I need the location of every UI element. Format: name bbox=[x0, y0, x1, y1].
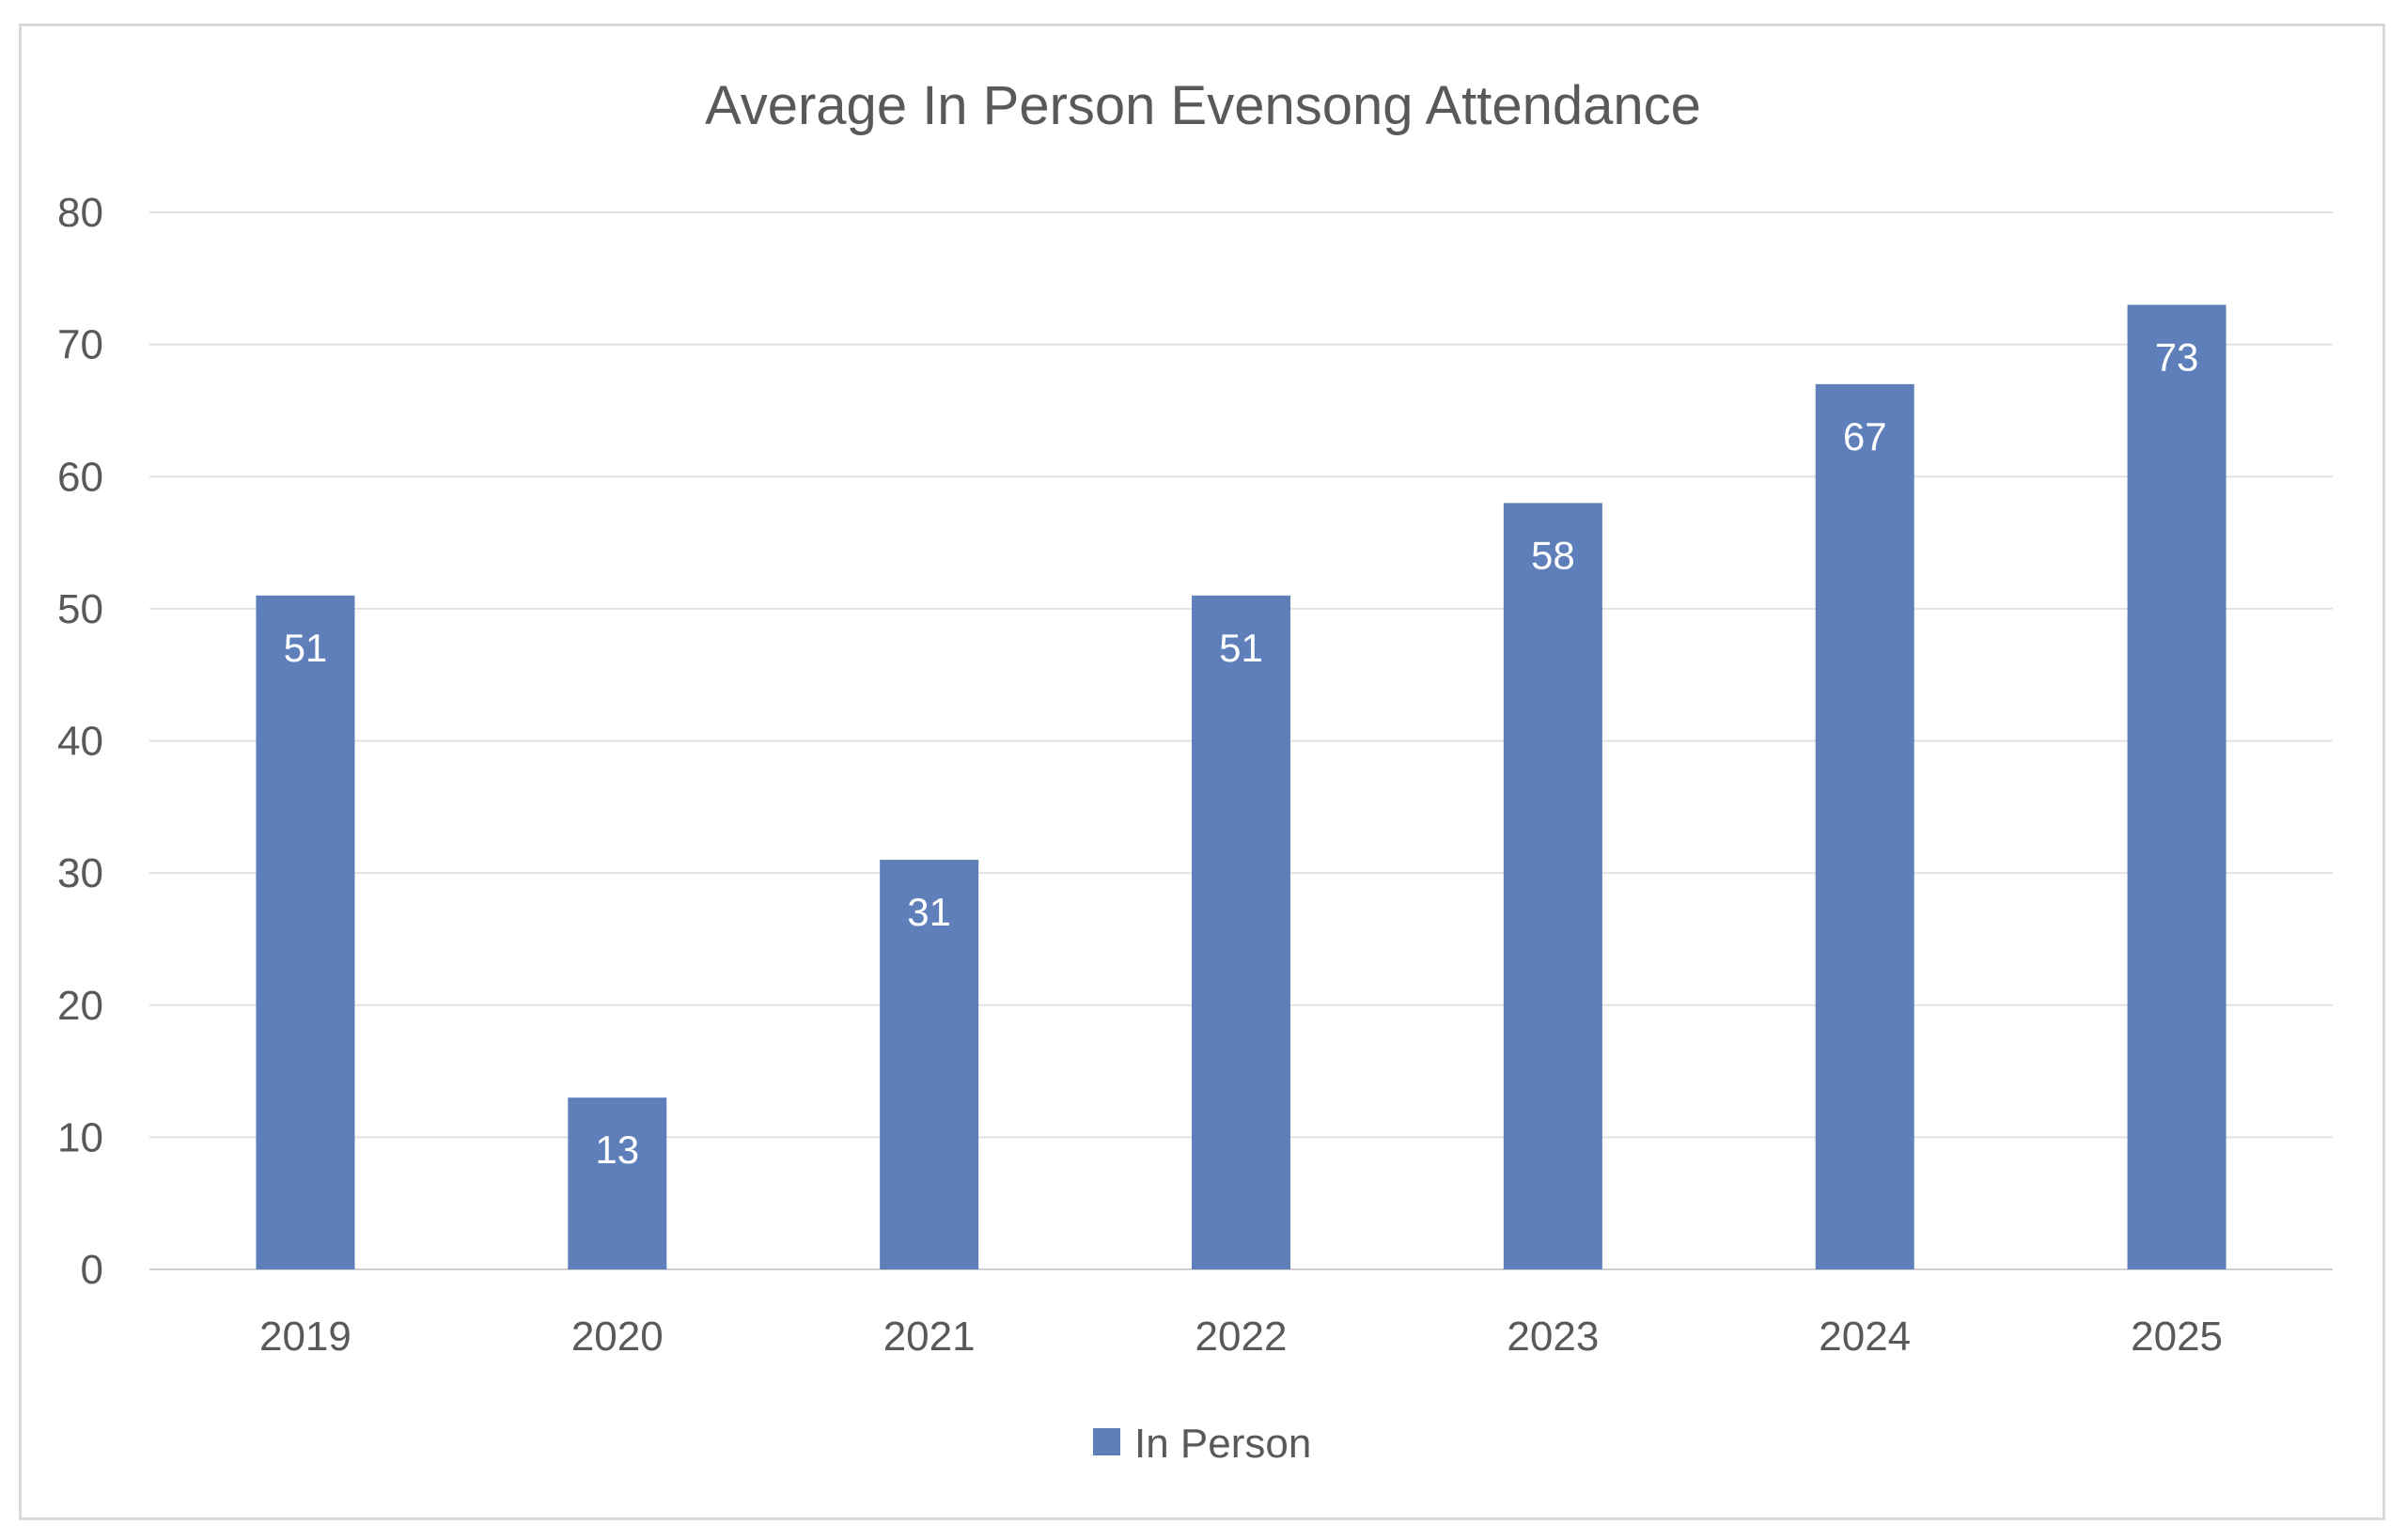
x-tick-label: 2022 bbox=[1195, 1314, 1288, 1360]
bar-2023 bbox=[1503, 503, 1602, 1269]
y-tick-label: 80 bbox=[57, 190, 103, 236]
y-tick-label: 20 bbox=[57, 983, 103, 1029]
chart-frame bbox=[19, 23, 2385, 1520]
data-label: 58 bbox=[1531, 533, 1575, 577]
x-tick-label: 2024 bbox=[1819, 1314, 1911, 1360]
y-tick-label: 40 bbox=[57, 719, 103, 765]
x-tick-label: 2021 bbox=[883, 1314, 976, 1360]
y-tick-label: 50 bbox=[57, 586, 103, 632]
legend-swatch bbox=[1093, 1428, 1120, 1455]
y-tick-label: 10 bbox=[57, 1114, 103, 1160]
bar-2025 bbox=[2127, 304, 2226, 1269]
bar-2024 bbox=[1815, 383, 1914, 1269]
y-tick-label: 70 bbox=[57, 322, 103, 368]
x-tick-label: 2023 bbox=[1507, 1314, 1599, 1360]
y-tick-label: 30 bbox=[57, 850, 103, 896]
bar-2022 bbox=[1192, 595, 1290, 1269]
bar-2020 bbox=[568, 1097, 667, 1269]
y-tick-label: 60 bbox=[57, 454, 103, 500]
data-label: 31 bbox=[907, 890, 951, 934]
legend-label: In Person bbox=[1134, 1421, 1311, 1467]
y-tick-label: 0 bbox=[81, 1247, 103, 1293]
bar-2021 bbox=[880, 860, 979, 1269]
data-label: 73 bbox=[2155, 334, 2199, 379]
chart-title: Average In Person Evensong Attendance bbox=[705, 75, 1701, 136]
x-tick-label: 2020 bbox=[571, 1314, 664, 1360]
data-label: 67 bbox=[1843, 414, 1887, 459]
bar-2019 bbox=[256, 595, 355, 1269]
x-tick-label: 2025 bbox=[2131, 1314, 2223, 1360]
data-label: 13 bbox=[595, 1128, 639, 1172]
data-label: 51 bbox=[284, 626, 328, 670]
data-label: 51 bbox=[1219, 626, 1263, 670]
x-tick-label: 2019 bbox=[259, 1314, 352, 1360]
legend: In Person bbox=[1093, 1421, 1311, 1467]
